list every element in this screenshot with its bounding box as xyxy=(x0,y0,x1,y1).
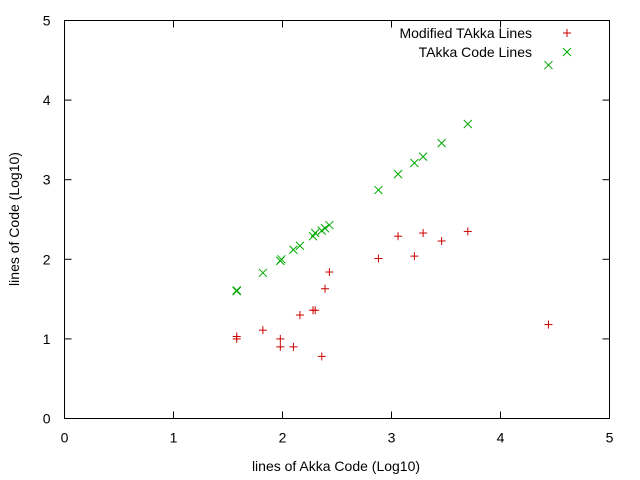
takka-code-point xyxy=(544,60,553,70)
takka-code-point xyxy=(410,158,419,168)
takka-code-point xyxy=(310,228,320,238)
takka-code-point xyxy=(393,169,403,179)
takka-code-point xyxy=(418,152,428,161)
modified-takka-point xyxy=(317,352,326,361)
legend-label: Modified TAkka Lines xyxy=(399,25,532,41)
takka-code-point xyxy=(289,245,298,255)
modified-takka-point xyxy=(419,229,428,238)
modified-takka-point xyxy=(289,342,298,351)
modified-takka-point xyxy=(374,254,383,263)
takka-code-point xyxy=(437,138,446,148)
modified-takka-point xyxy=(544,320,553,329)
takka-code-point xyxy=(277,254,286,264)
modified-takka-point xyxy=(295,311,304,320)
axis-ticks xyxy=(64,20,610,419)
takka-code-point xyxy=(320,223,330,233)
data-points xyxy=(232,60,553,361)
y-tick-label: 0 xyxy=(43,411,51,427)
takka-code-point xyxy=(463,119,473,129)
modified-takka-point xyxy=(394,232,403,241)
x-tick-label: 5 xyxy=(606,430,614,446)
modified-takka-point xyxy=(463,227,472,236)
legend-marker xyxy=(562,47,572,57)
modified-takka-point xyxy=(276,342,285,351)
series-2 xyxy=(232,60,553,296)
y-tick-label: 3 xyxy=(43,172,51,188)
modified-takka-point xyxy=(321,284,330,293)
x-tick-label: 3 xyxy=(388,430,396,446)
y-tick-label: 1 xyxy=(43,331,51,347)
y-tick-label: 4 xyxy=(43,92,51,108)
takka-code-point xyxy=(232,285,242,295)
plot-frame xyxy=(64,20,610,419)
legend: Modified TAkka Lines TAkka Code Lines xyxy=(399,25,572,60)
modified-takka-point xyxy=(325,268,334,277)
x-tick-label: 4 xyxy=(497,430,505,446)
modified-takka-point xyxy=(437,236,446,245)
y-axis-label: lines of Code (Log10) xyxy=(6,152,22,286)
takka-code-point xyxy=(374,185,383,195)
modified-takka-point xyxy=(232,334,241,343)
modified-takka-point xyxy=(276,334,285,343)
takka-code-point xyxy=(232,286,242,296)
x-tick-label: 0 xyxy=(61,430,69,446)
x-axis-label: lines of Akka Code (Log10) xyxy=(252,458,420,474)
series-1 xyxy=(232,227,553,361)
takka-code-point xyxy=(295,241,305,251)
takka-code-point xyxy=(325,220,334,230)
takka-code-point xyxy=(258,268,268,278)
modified-takka-point xyxy=(258,326,267,335)
modified-takka-point xyxy=(311,306,320,315)
x-tick-label: 2 xyxy=(279,430,287,446)
modified-takka-point xyxy=(410,252,419,261)
x-tick-label: 1 xyxy=(170,430,178,446)
tick-labels: 0 1 2 3 4 5 0 1 2 3 4 5 xyxy=(43,13,614,446)
y-tick-label: 5 xyxy=(43,13,51,29)
legend-marker xyxy=(563,29,571,37)
legend-label: TAkka Code Lines xyxy=(419,44,532,60)
y-tick-label: 2 xyxy=(43,251,51,267)
